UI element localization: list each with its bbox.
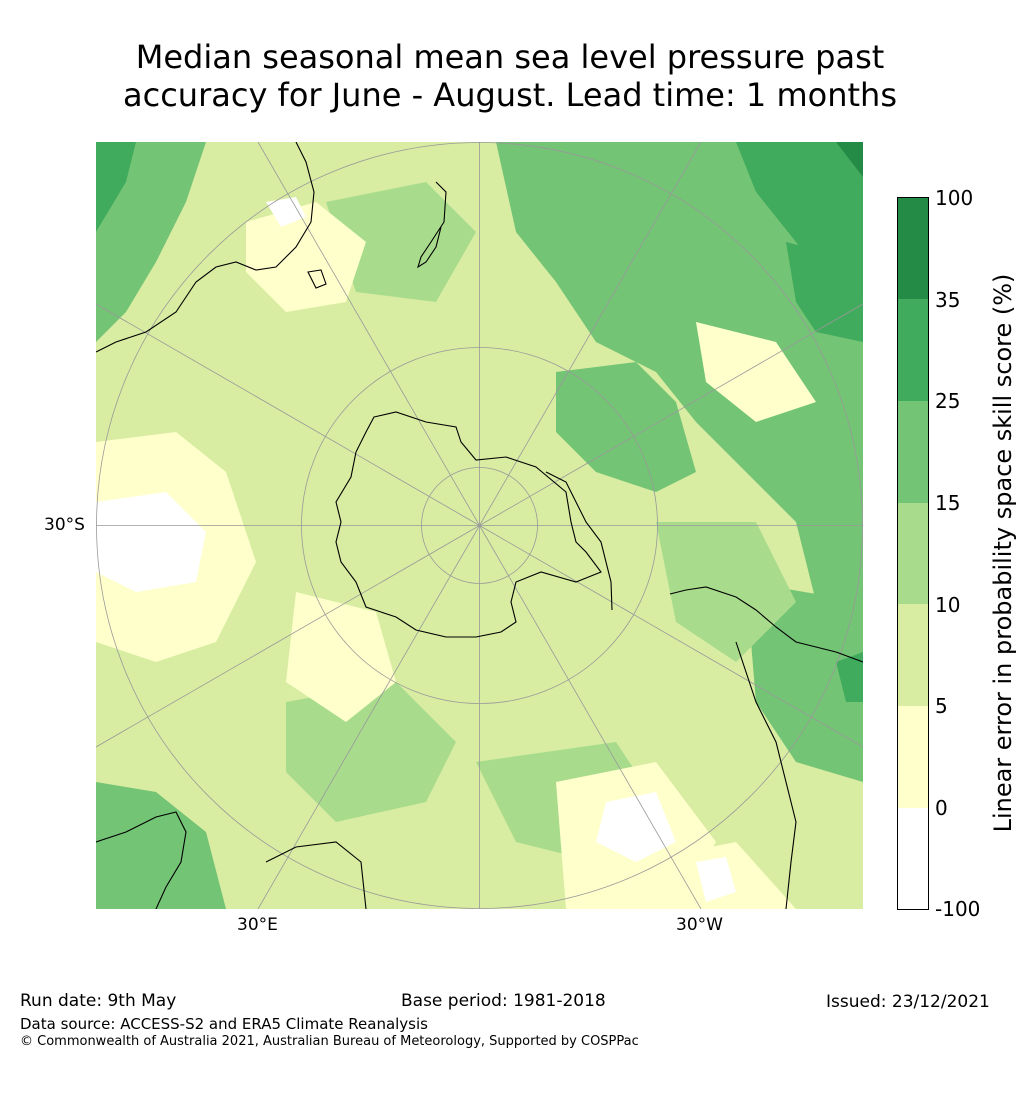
meridian-60e <box>96 303 480 526</box>
madagascar-coastline <box>265 841 367 909</box>
colorbar-bin-0-5 <box>897 706 929 808</box>
title-line-2: accuracy for June - August. Lead time: 1… <box>123 76 897 114</box>
skill-region-west <box>96 142 206 342</box>
colorbar-frame <box>897 197 929 910</box>
antarctic-peninsula-coastline <box>545 471 613 611</box>
africa-coastline <box>96 811 187 909</box>
low-skill-c <box>286 592 396 722</box>
skill-region-mid-east2 <box>746 582 863 782</box>
south-america-coastline <box>669 586 863 663</box>
meridian-150e <box>257 525 480 909</box>
lon-label-30w: 30°W <box>676 915 723 935</box>
colorbar-bin-5-10 <box>897 604 929 706</box>
colorbar-tick-15: 15 <box>935 491 961 515</box>
graticule <box>96 142 863 909</box>
map-svg <box>96 142 863 909</box>
chart-title: Median seasonal mean sea level pressure … <box>0 38 1020 114</box>
skill-region-peak <box>836 142 863 177</box>
colorbar-bin-15-25 <box>897 401 929 503</box>
colorbar-bin-neg100-0 <box>897 808 929 910</box>
title-line-1: Median seasonal mean sea level pressure … <box>135 38 885 76</box>
colorbar-tick-25: 25 <box>935 389 961 413</box>
tasmania-coastline <box>307 269 327 289</box>
negative-skill-w <box>96 492 206 592</box>
negative-skill-se <box>596 792 676 862</box>
low-skill-n <box>246 202 366 312</box>
skill-region-ne2 <box>786 242 863 342</box>
meridian-120e <box>96 525 480 748</box>
colorbar-svg <box>897 197 929 910</box>
skill-region-sw <box>96 782 226 909</box>
lat-label-30s: 30°S <box>44 515 85 535</box>
colorbar-title: Linear error in probability space skill … <box>989 273 1017 833</box>
skill-region-east <box>656 522 796 662</box>
colorbar-tick-10: 10 <box>935 593 961 617</box>
meridian-120w <box>479 525 863 748</box>
new-zealand-coastline <box>417 181 447 269</box>
run-date: Run date: 9th May <box>20 991 177 1011</box>
base-period: Base period: 1981-2018 <box>401 991 606 1011</box>
meridian-60w <box>479 303 863 526</box>
meridian-150w <box>479 525 702 909</box>
colorbar-bin-25-35 <box>897 299 929 401</box>
polar-map <box>96 142 863 909</box>
lon-label-30e: 30°E <box>237 915 278 935</box>
antarctica-coastline <box>335 411 602 638</box>
meridian-30e <box>257 142 480 526</box>
colorbar <box>897 197 929 910</box>
copyright: © Commonwealth of Australia 2021, Austra… <box>20 1034 639 1049</box>
south-america-east-coastline <box>735 641 797 909</box>
australia-coastline <box>96 142 315 353</box>
negative-skill-s <box>696 857 736 902</box>
colorbar-tick-neg100: -100 <box>935 897 981 921</box>
skill-region-mid-east <box>556 362 696 492</box>
skill-region-north <box>326 182 476 302</box>
colorbar-tick-100: 100 <box>935 186 974 210</box>
data-source: Data source: ACCESS-S2 and ERA5 Climate … <box>20 1015 428 1033</box>
issued-date: Issued: 23/12/2021 <box>826 992 990 1012</box>
low-skill-e <box>696 322 816 422</box>
skill-region-east-coast <box>836 652 863 702</box>
negative-skill-n <box>266 197 306 227</box>
skill-region-high-ne <box>496 142 863 622</box>
coastlines <box>96 142 863 909</box>
colorbar-bin-10-15 <box>897 503 929 604</box>
colorbar-tick-5: 5 <box>935 694 948 718</box>
colorbar-bin-35-100 <box>897 197 929 299</box>
meridian-30w <box>479 142 702 526</box>
colorbar-tick-0: 0 <box>935 796 948 820</box>
skill-region-west-top <box>96 142 136 232</box>
colorbar-tick-35: 35 <box>935 288 961 312</box>
